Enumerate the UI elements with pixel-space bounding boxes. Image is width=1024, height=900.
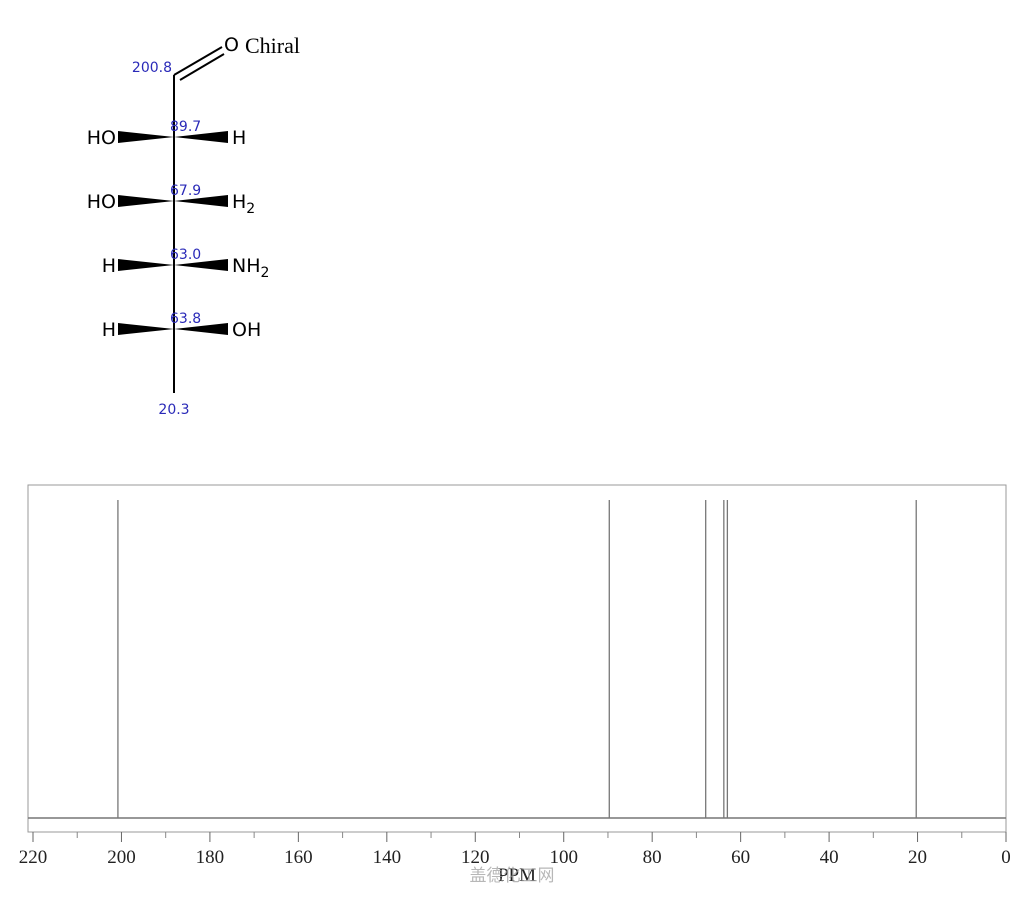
x-tick-label: 40 (820, 847, 839, 868)
atom-text: NH (232, 255, 261, 277)
wedge-bond (118, 131, 174, 143)
x-tick-label: 200 (107, 847, 136, 868)
x-axis-label: PPM (498, 865, 536, 886)
atom-label: HO (87, 127, 116, 149)
x-tick-label: 0 (1001, 847, 1011, 868)
wedge-bond (118, 259, 174, 271)
atom-label: H (102, 319, 116, 341)
carbonyl-bond (179, 53, 225, 81)
x-tick-label: 60 (731, 847, 750, 868)
atom-text: OH (232, 319, 261, 341)
shift-label: 67.9 (170, 183, 201, 199)
atom-subscript: 2 (261, 265, 270, 281)
carbonyl-atom: O (224, 34, 239, 56)
shift-label: 63.0 (170, 247, 201, 263)
atom-text: H (232, 127, 246, 149)
shift-label: 20.3 (158, 402, 189, 418)
chiral-tag: Chiral (245, 33, 300, 58)
atom-label: HO (87, 191, 116, 213)
x-tick-label: 140 (373, 847, 402, 868)
x-tick-label: 120 (461, 847, 490, 868)
wedge-bond (174, 131, 228, 143)
wedge-bond (174, 195, 228, 207)
atom-label: H (102, 255, 116, 277)
wedge-bond (118, 195, 174, 207)
atom-subscript: 2 (246, 201, 255, 217)
wedge-bond (174, 323, 228, 335)
x-tick-label: 80 (643, 847, 662, 868)
atom-label: OH (232, 319, 261, 341)
carbonyl-bond (173, 46, 223, 76)
atom-label: H2 (232, 191, 255, 217)
atom-label: NH2 (232, 255, 269, 281)
x-tick-label: 100 (549, 847, 578, 868)
molecule: O Chiral 200.8 20.3 89.7HO H67.9HO H263.0H… (87, 33, 300, 418)
x-tick-label: 220 (19, 847, 48, 868)
watermark: 盖德化工网 (470, 866, 555, 886)
plot-frame (27, 484, 1007, 833)
shift-label: 89.7 (170, 119, 201, 135)
shift-label: 63.8 (170, 311, 201, 327)
atom-text: H (232, 191, 246, 213)
wedge-bond (118, 323, 174, 335)
x-tick-label: 20 (908, 847, 927, 868)
x-tick-label: 180 (196, 847, 225, 868)
x-tick-label: 160 (284, 847, 313, 868)
atom-label: H (232, 127, 246, 149)
shift-label: 200.8 (132, 60, 172, 76)
wedge-bond (174, 259, 228, 271)
